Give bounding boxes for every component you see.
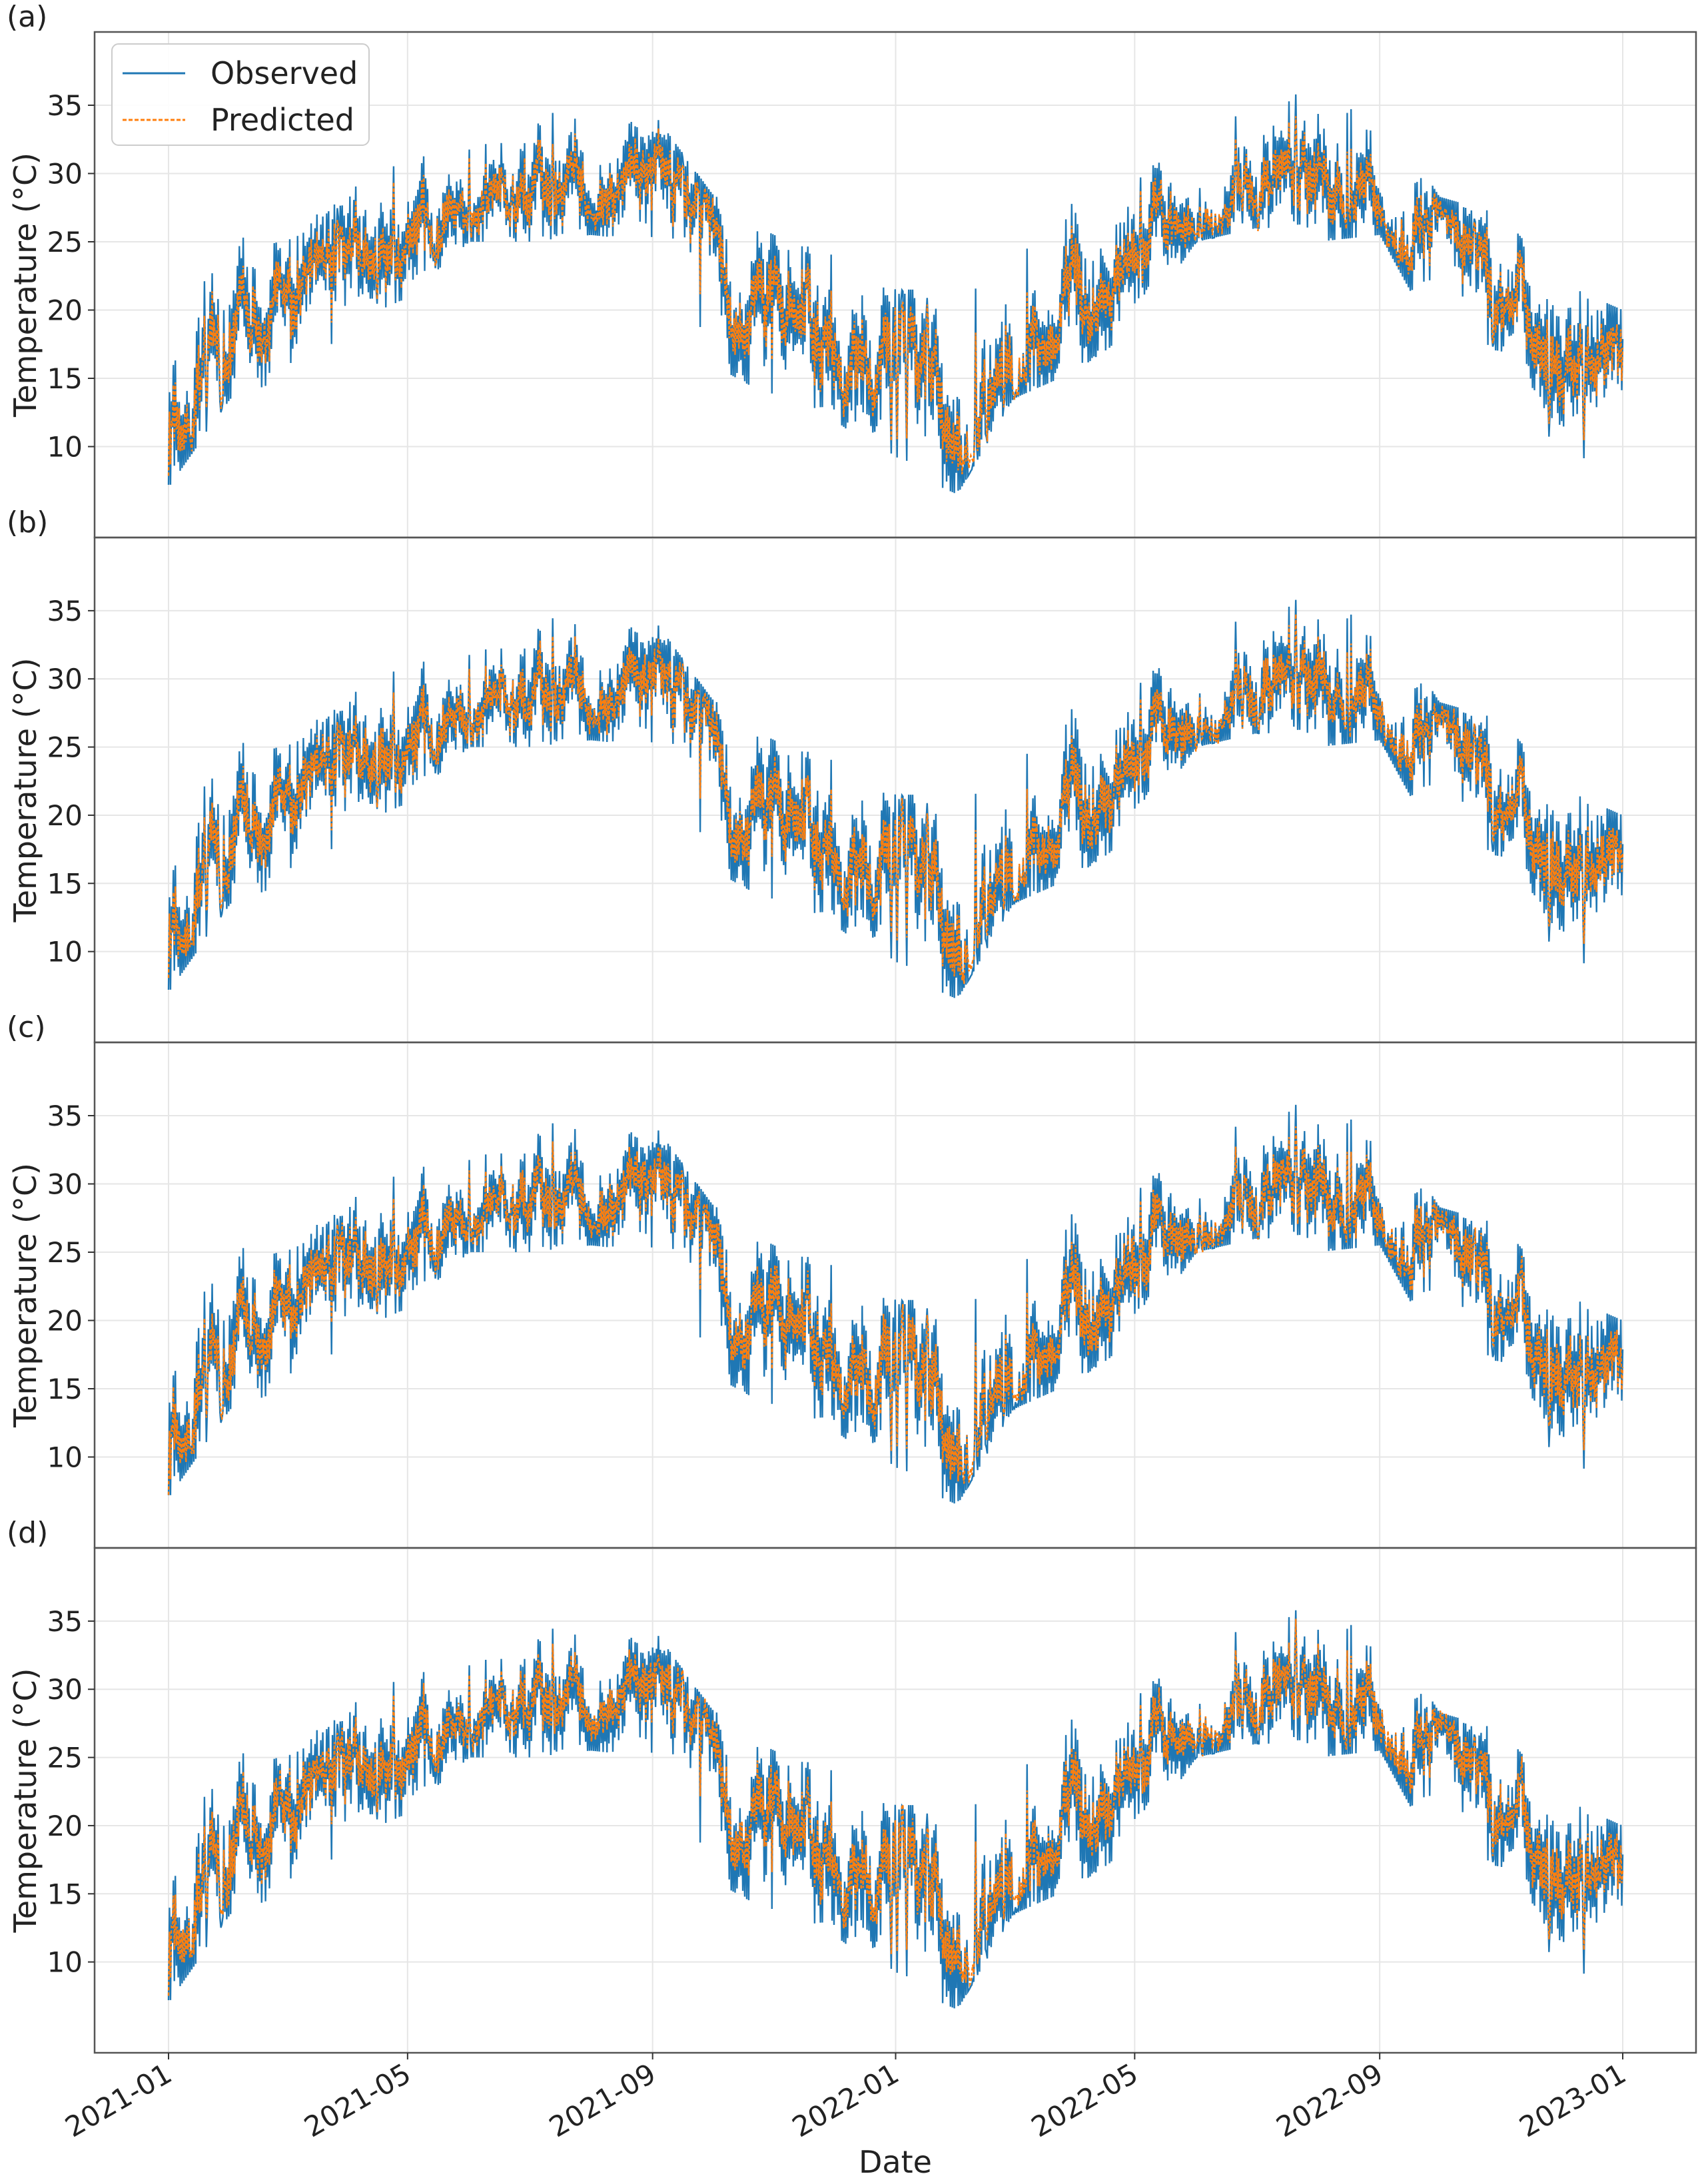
y-tick-label: 10 bbox=[47, 936, 83, 968]
legend-box bbox=[111, 43, 370, 146]
predicted-series bbox=[167, 1126, 1624, 1495]
panel-label: (b) bbox=[7, 506, 48, 540]
observed-series bbox=[167, 1610, 1624, 2009]
predicted-series bbox=[167, 613, 1624, 984]
y-tick-label: 30 bbox=[47, 1168, 83, 1201]
predicted-series bbox=[167, 1619, 1624, 1996]
y-tick-label: 20 bbox=[47, 1305, 83, 1337]
panel-label: (c) bbox=[7, 1010, 46, 1044]
panel-label: (a) bbox=[7, 0, 47, 34]
y-tick-label: 10 bbox=[47, 1441, 83, 1474]
y-tick-label: 15 bbox=[47, 1878, 83, 1910]
y-tick-label: 25 bbox=[47, 1236, 83, 1269]
y-axis-label: Temperature (°C) bbox=[7, 153, 43, 418]
y-tick-label: 30 bbox=[47, 158, 83, 190]
y-tick-label: 15 bbox=[47, 1373, 83, 1405]
y-tick-label: 35 bbox=[47, 89, 83, 122]
y-tick-label: 30 bbox=[47, 1673, 83, 1706]
panel-label: (d) bbox=[7, 1516, 48, 1550]
y-tick-label: 20 bbox=[47, 799, 83, 832]
y-tick-label: 35 bbox=[47, 595, 83, 627]
y-axis-label: Temperature (°C) bbox=[7, 657, 43, 922]
y-tick-label: 25 bbox=[47, 731, 83, 764]
y-tick-label: 30 bbox=[47, 663, 83, 695]
y-axis-label: Temperature (°C) bbox=[7, 1163, 43, 1428]
y-tick-label: 25 bbox=[47, 1742, 83, 1774]
y-axis-label: Temperature (°C) bbox=[7, 1668, 43, 1933]
predicted-series bbox=[167, 116, 1624, 476]
y-tick-label: 25 bbox=[47, 226, 83, 258]
y-tick-label: 15 bbox=[47, 867, 83, 900]
legend-label-predicted: Predicted bbox=[211, 102, 354, 138]
legend-label-observed: Observed bbox=[211, 55, 358, 91]
y-tick-label: 10 bbox=[47, 431, 83, 464]
y-tick-label: 35 bbox=[47, 1605, 83, 1638]
legend: Observed Predicted bbox=[111, 43, 370, 146]
y-tick-label: 10 bbox=[47, 1946, 83, 1979]
y-tick-label: 20 bbox=[47, 1810, 83, 1842]
y-tick-label: 20 bbox=[47, 294, 83, 327]
y-tick-label: 35 bbox=[47, 1100, 83, 1132]
y-tick-label: 15 bbox=[47, 362, 83, 395]
x-axis-label: Date bbox=[859, 2144, 932, 2180]
